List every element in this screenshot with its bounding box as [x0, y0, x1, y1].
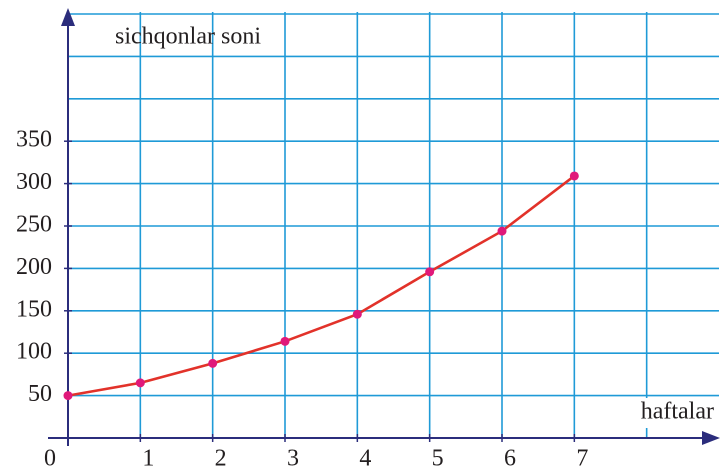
- x-tick-label: 7: [576, 446, 588, 468]
- data-point: [569, 171, 579, 181]
- y-axis-arrow: [61, 8, 75, 26]
- data-point: [208, 358, 218, 368]
- y-tick-label: 200: [16, 254, 52, 280]
- data-point: [63, 391, 73, 401]
- x-tick-label: 0: [44, 446, 56, 468]
- y-tick-label: 150: [16, 296, 52, 322]
- data-line: [67, 174, 576, 397]
- y-tick-label: 100: [16, 339, 52, 365]
- x-tick-label: 1: [142, 446, 154, 468]
- data-point: [425, 267, 435, 277]
- data-point: [135, 378, 145, 388]
- data-point: [280, 336, 290, 346]
- x-axis-arrow: [702, 431, 720, 445]
- x-axis-label: haftalar: [641, 399, 714, 425]
- y-tick-label: 250: [16, 212, 52, 238]
- x-label-bg: [610, 398, 718, 428]
- y-tick-label: 350: [16, 127, 52, 153]
- x-tick-label: 6: [504, 446, 516, 468]
- x-tick-label: 4: [359, 446, 371, 468]
- data-point: [352, 309, 362, 319]
- x-tick-label: 3: [287, 446, 299, 468]
- y-axis-label: sichqonlar soni: [115, 24, 261, 50]
- x-tick-label: 2: [215, 446, 227, 468]
- y-tick-label: 300: [16, 169, 52, 195]
- data-point: [497, 226, 507, 236]
- y-tick-label: 50: [28, 381, 52, 407]
- x-tick-label: 5: [432, 446, 444, 468]
